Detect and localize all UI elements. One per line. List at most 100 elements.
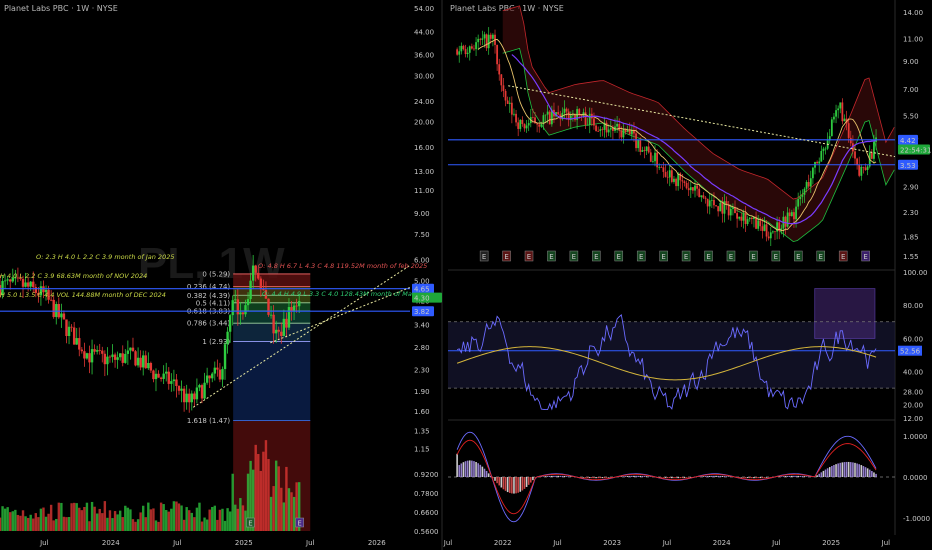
macd-histogram-bar	[468, 460, 471, 477]
candle-body	[521, 119, 524, 124]
fib-level-label: 0.786 (3.44)	[187, 320, 231, 328]
candle-body	[532, 117, 534, 118]
candle-body	[460, 45, 463, 52]
left-price-tick: 0.6600	[414, 509, 439, 517]
earnings-marker-box	[502, 250, 511, 262]
candle-body	[458, 51, 461, 55]
right-price-tick: 9.00	[903, 58, 919, 66]
moving-average-slow	[511, 54, 877, 225]
volume-bar	[177, 503, 181, 531]
macd-histogram-bar	[567, 476, 570, 477]
candle-body	[601, 129, 604, 130]
rsi-axis-tick: 28.00	[903, 388, 923, 396]
earnings-marker-label: E	[504, 253, 508, 261]
candle-body	[769, 232, 772, 239]
candle-body	[833, 116, 835, 120]
candle-body	[675, 178, 677, 187]
macd-histogram-bar	[517, 477, 519, 493]
candle-body	[83, 351, 86, 359]
candle-body	[223, 344, 227, 370]
candle-body	[468, 46, 471, 53]
volume-bar	[295, 482, 298, 531]
candle-body	[177, 386, 181, 391]
candle-body	[799, 196, 802, 200]
candle-body	[607, 129, 610, 133]
volume-bar	[216, 519, 219, 531]
candle-body	[195, 387, 199, 400]
candle-body	[677, 173, 680, 187]
volume-bar	[103, 501, 107, 531]
right-chart-panel: Planet Labs PBC · 1W · NYSE E E E E E E E E E E E E…	[443, 0, 931, 547]
macd-axis-tick: 1.0000	[903, 433, 928, 441]
candle-body	[822, 148, 825, 151]
candle-body	[144, 355, 147, 369]
volume-bar	[26, 517, 30, 531]
candle-body	[742, 213, 745, 221]
macd-histogram-bar	[826, 468, 829, 477]
candle-body	[595, 125, 597, 131]
candle-body	[586, 124, 589, 126]
macd-histogram-bar	[852, 462, 854, 477]
candle-body	[211, 373, 214, 379]
volume-bar	[221, 508, 224, 531]
left-annotations: O: 2.3 H 4.0 L 2.2 C 3.9 month of Jan 20…	[0, 253, 433, 299]
candle-body	[753, 216, 755, 219]
macd-histogram-bar	[847, 461, 850, 477]
candle-body	[103, 353, 107, 365]
volume-bar	[272, 486, 275, 531]
candle-body	[635, 133, 637, 149]
volume-bar	[142, 505, 145, 531]
candle-body	[239, 312, 242, 315]
macd-histogram-bar	[746, 477, 749, 479]
macd-histogram-bar	[839, 462, 842, 477]
macd-histogram-bar	[599, 477, 602, 479]
candle-body	[479, 38, 482, 40]
volume-bar	[282, 502, 286, 531]
volume-bar	[277, 466, 280, 531]
volume-bar	[213, 505, 217, 531]
macd-histogram-bar	[551, 475, 553, 477]
macd-histogram-bar	[605, 477, 608, 478]
macd-histogram-bar	[561, 475, 564, 477]
rsi-tag-bg	[898, 345, 922, 356]
macd-histogram-bar	[473, 461, 475, 477]
earnings-marker-label: E	[617, 253, 621, 261]
macd-histogram-bar	[641, 475, 644, 477]
candle-body	[700, 195, 703, 198]
candle-body	[647, 146, 650, 153]
volume-bar	[6, 507, 9, 531]
candle-body	[244, 305, 247, 315]
rsi-axis-tick: 20.00	[903, 402, 923, 410]
volume-bar	[203, 517, 206, 531]
earnings-marker-label: E	[594, 253, 598, 261]
candle-body	[544, 114, 547, 116]
macd-histogram-bar	[715, 475, 717, 477]
volume-bar	[257, 453, 260, 531]
volume-bar	[39, 508, 43, 531]
right-price-tick: 1.85	[903, 233, 919, 241]
candle-body	[129, 347, 132, 351]
earnings-marker-label: E	[527, 253, 531, 261]
candle-body	[98, 350, 101, 351]
candle-body	[182, 388, 186, 403]
candle-body	[216, 367, 219, 370]
volume-bar	[131, 519, 135, 531]
macd-histogram-bar	[862, 466, 865, 477]
volume-bar	[67, 517, 71, 531]
macd-histogram-bar	[534, 477, 536, 478]
macd-histogram-bar	[624, 476, 627, 477]
macd-histogram-bar	[647, 476, 650, 477]
candle-body	[721, 202, 724, 214]
volume-bar	[287, 488, 291, 531]
macd-histogram-bar	[633, 475, 635, 477]
candle-body	[285, 318, 288, 328]
left-price-tick: 44.00	[414, 28, 434, 36]
volume-bar	[78, 507, 81, 531]
macd-histogram-bar	[660, 477, 663, 478]
candle-body	[475, 42, 477, 50]
candle-body	[287, 307, 291, 328]
candle-body	[774, 231, 776, 233]
candle-body	[116, 357, 119, 360]
candle-body	[761, 226, 764, 231]
